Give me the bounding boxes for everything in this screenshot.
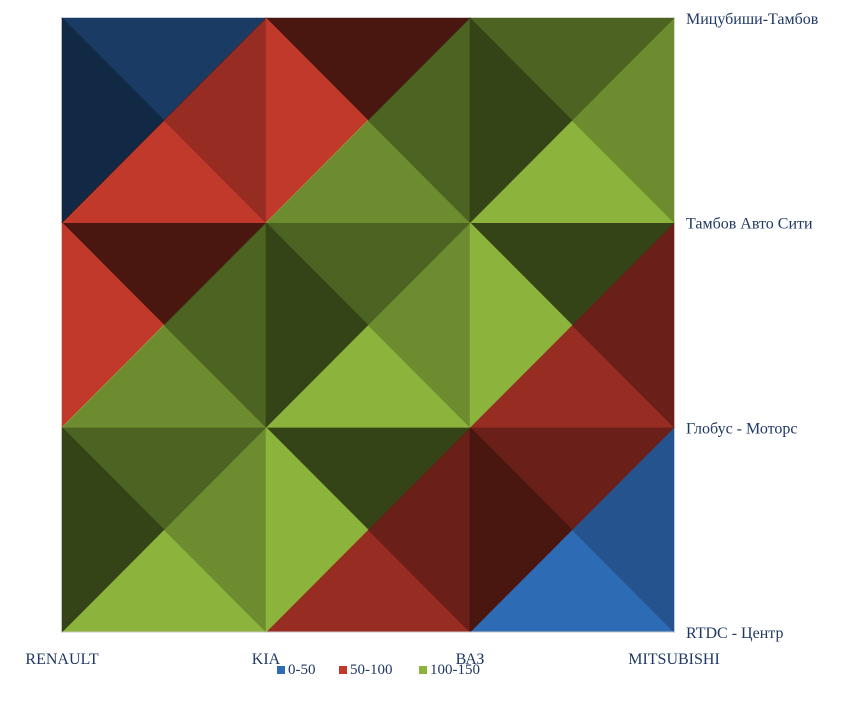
legend-label: 100-150 xyxy=(430,662,480,678)
y-tick-label: Глобус - Моторс xyxy=(686,420,798,437)
surface-patch-100-150 xyxy=(469,17,573,224)
legend-swatch xyxy=(277,666,285,674)
surface-patch-50-100 xyxy=(61,120,165,223)
x-tick-label: KIA xyxy=(252,651,281,668)
surface-patch-100-150 xyxy=(265,221,369,429)
surface-patch-100-150 xyxy=(265,120,369,223)
plot-area xyxy=(61,17,675,633)
axes: RENAULT KIA ВАЗ MITSUBISHI RTDC - Центр Глобу… xyxy=(25,11,818,668)
surface-patch-100-150 xyxy=(265,426,369,633)
x-tick-label: MITSUBISHI xyxy=(628,651,720,668)
surface-patch-100-150 xyxy=(469,221,573,429)
legend-swatch xyxy=(339,666,347,674)
legend-swatch xyxy=(419,666,427,674)
surface-patch-50-100 xyxy=(469,426,573,633)
y-tick-label: Тамбов Авто Сити xyxy=(686,216,813,233)
y-tick-label: Мицубиши-Тамбов xyxy=(686,11,819,28)
x-tick-label: ВАЗ xyxy=(456,651,485,668)
legend-label: 0-50 xyxy=(288,662,316,678)
x-tick-label: RENAULT xyxy=(25,651,98,668)
legend: 0-50 50-100 100-150 xyxy=(277,662,480,678)
y-tick-label: RTDC - Центр xyxy=(686,625,783,642)
legend-label: 50-100 xyxy=(350,662,393,678)
surface-patch-100-150 xyxy=(61,324,165,428)
surface-patch-100-150 xyxy=(61,426,165,633)
